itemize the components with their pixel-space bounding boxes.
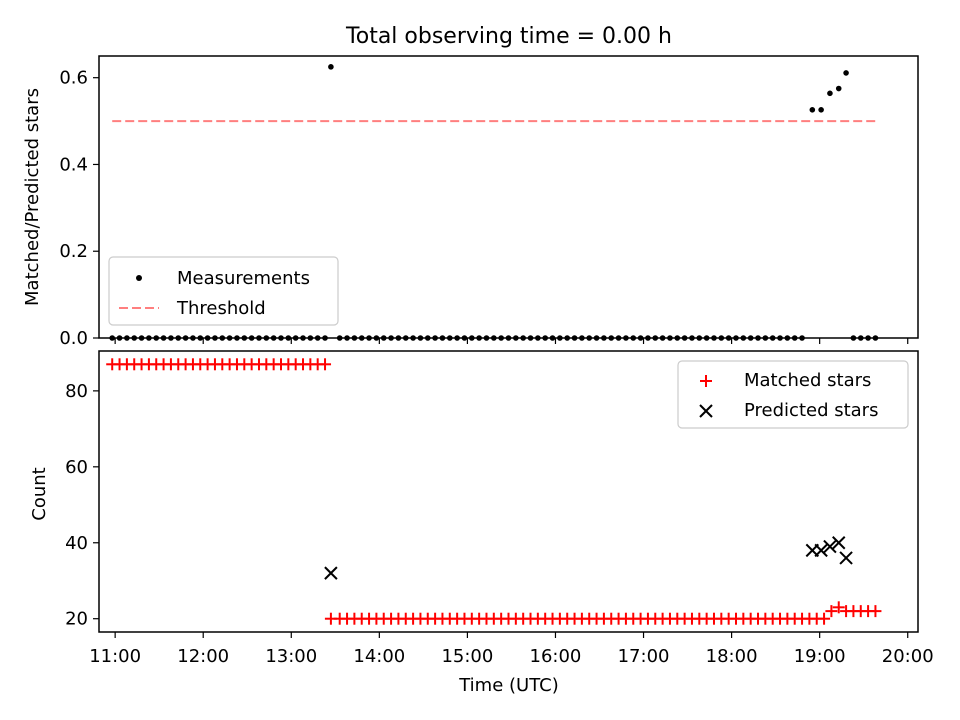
legend-matched-label: Matched stars [744, 370, 871, 391]
bottom-y-tick-label: 40 [65, 533, 88, 554]
predicted-star-point [832, 536, 846, 550]
bottom-y-ticks: 20 40 60 80 [65, 381, 99, 630]
bottom-x-tick-label: 13:00 [265, 646, 317, 667]
top-legend: Measurements Threshold [108, 256, 339, 326]
bottom-xlabel: Time (UTC) [458, 675, 559, 696]
top-y-tick-label: 0.0 [59, 328, 88, 349]
matched-star-point [832, 601, 845, 614]
bottom-panel: Count Time (UTC) 20 40 60 80 11:00 12:00 13:0… [29, 350, 934, 696]
bottom-x-tick-label: 20:00 [882, 646, 934, 667]
measurement-point [835, 85, 842, 92]
measurement-point [328, 64, 334, 70]
bottom-x-tick-label: 16:00 [530, 646, 582, 667]
bottom-ylabel: Count [29, 467, 50, 520]
matched-star-point [869, 605, 882, 618]
matched-star-point [818, 612, 831, 625]
predicted-star-point [324, 566, 338, 580]
top-y-tick-label: 0.4 [59, 154, 88, 175]
top-title: Total observing time = 0.00 h [345, 24, 672, 49]
measurement-point [818, 106, 824, 113]
predicted-star-point [839, 551, 853, 565]
bottom-legend-box [677, 360, 909, 429]
legend-threshold-label: Threshold [176, 298, 266, 319]
top-x-ticks [114, 338, 909, 344]
bottom-y-tick-label: 80 [65, 381, 88, 402]
bottom-legend: Matched stars Predicted stars [677, 360, 909, 429]
bottom-y-tick-label: 60 [65, 457, 88, 478]
measurement-point [843, 70, 849, 76]
predicted-star-point [823, 539, 837, 554]
measurement-point [827, 90, 833, 97]
bottom-y-tick-label: 20 [65, 609, 88, 630]
matched-star-point [319, 358, 332, 371]
predicted-star-point [814, 543, 828, 558]
bottom-x-tick-label: 12:00 [177, 646, 229, 667]
top-panel: Total observing time = 0.00 h Matched/Pr… [22, 24, 919, 349]
matched-star-point [825, 605, 838, 618]
top-axes-frame [98, 55, 919, 339]
top-y-tick-label: 0.2 [59, 241, 88, 262]
legend-measurements-marker [136, 275, 142, 281]
bottom-axes-frame [98, 350, 919, 633]
top-y-ticks: 0.0 0.2 0.4 0.6 [59, 68, 99, 349]
bottom-x-tick-label: 18:00 [706, 646, 758, 667]
bottom-x-tick-label: 17:00 [618, 646, 670, 667]
bottom-points [106, 358, 882, 625]
top-legend-box [108, 256, 339, 326]
top-ylabel: Matched/Predicted stars [22, 88, 43, 306]
legend-measurements-label: Measurements [177, 268, 310, 289]
legend-predicted-label: Predicted stars [744, 400, 878, 421]
bottom-x-tick-label: 14:00 [353, 646, 405, 667]
legend-matched-marker [700, 375, 712, 387]
legend-predicted-marker [699, 404, 713, 418]
bottom-x-tick-label: 19:00 [794, 646, 846, 667]
bottom-x-tick-label: 15:00 [441, 646, 493, 667]
bottom-x-ticks: 11:00 12:00 13:00 14:00 15:00 16:00 17:00 18:00… [89, 632, 934, 667]
measurement-point [809, 106, 816, 113]
bottom-x-tick-label: 11:00 [89, 646, 141, 667]
top-y-tick-label: 0.6 [59, 68, 88, 89]
